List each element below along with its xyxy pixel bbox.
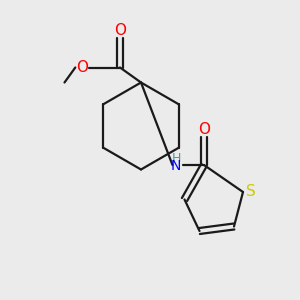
Text: O: O [114,23,126,38]
Text: S: S [246,184,256,200]
Text: O: O [198,122,210,137]
Text: H: H [171,152,181,166]
Text: N: N [171,159,181,172]
Text: O: O [76,60,88,75]
